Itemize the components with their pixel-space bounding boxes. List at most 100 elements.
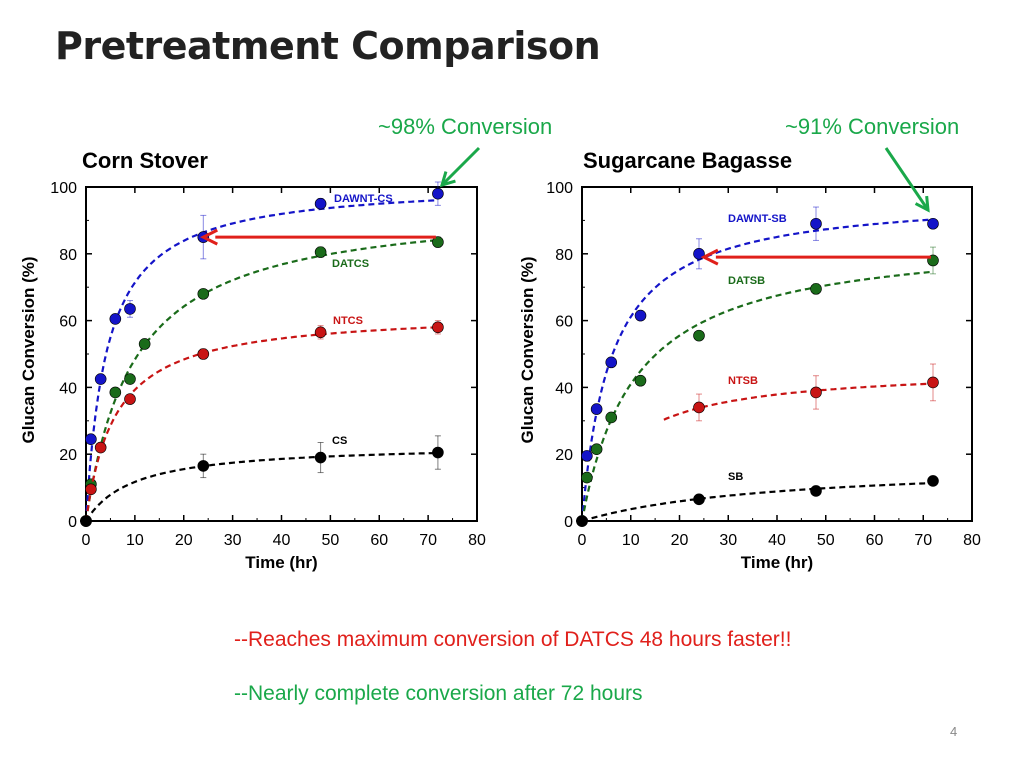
- data-point-ntsb-0: [693, 401, 705, 414]
- x-tick-label-cs-60: 60: [370, 532, 388, 549]
- x-tick-label-cs-30: 30: [224, 532, 242, 549]
- fit-curve-sb: [581, 481, 934, 523]
- data-point-datcs-2: [109, 386, 122, 399]
- data-point-ntcs-1: [85, 483, 97, 496]
- series-label-ntsb: NTSB: [728, 375, 758, 387]
- x-axis-label-cs: Time (hr): [245, 553, 317, 572]
- data-point-datsb-4: [634, 374, 647, 387]
- series-label-ntcs: NTCS: [333, 315, 363, 327]
- data-point-dawnt-sb-2: [590, 403, 603, 415]
- x-tick-label-cs-50: 50: [321, 532, 339, 549]
- data-point-dawnt-cs-7: [432, 187, 444, 200]
- fit-curve-datsb: [580, 270, 934, 522]
- data-point-sb-2: [810, 485, 822, 497]
- x-tick-label-sb-40: 40: [768, 532, 786, 549]
- chart-title-sugarcane-bagasse: Sugarcane Bagasse: [583, 148, 793, 173]
- bullet-complete: --Nearly complete conversion after 72 ho…: [234, 682, 643, 705]
- callout-corn-stover: ~98% Conversion: [378, 114, 553, 139]
- x-tick-label-cs-80: 80: [468, 532, 486, 549]
- series-label-datcs: DATCS: [332, 258, 369, 270]
- y-tick-label-cs-0: 0: [68, 514, 77, 531]
- data-point-datcs-7: [432, 236, 444, 248]
- y-tick-label-sb-0: 0: [564, 514, 573, 531]
- fit-curve-ntsb: [663, 382, 934, 421]
- data-point-sb-0: [576, 515, 588, 527]
- x-axis-label-sb: Time (hr): [741, 553, 813, 572]
- x-tick-label-sb-80: 80: [963, 532, 981, 549]
- data-point-datcs-3: [124, 373, 136, 385]
- fit-curve-ntcs: [84, 326, 438, 522]
- data-point-ntsb-1: [810, 386, 822, 399]
- time-arrow-head-cs: [199, 228, 218, 246]
- x-tick-label-cs-20: 20: [175, 532, 193, 549]
- data-point-ntcs-5: [314, 326, 327, 339]
- data-point-ntcs-3: [124, 393, 136, 405]
- time-arrow-head-sb: [700, 248, 719, 266]
- data-point-cs-2: [314, 451, 327, 464]
- data-point-datsb-5: [693, 329, 705, 342]
- x-tick-label-sb-0: 0: [578, 532, 587, 549]
- data-point-datcs-5: [197, 288, 210, 300]
- x-tick-label-cs-0: 0: [82, 532, 91, 549]
- callout-sugarcane-bagasse: ~91% Conversion: [785, 114, 960, 139]
- data-point-sb-1: [693, 493, 705, 506]
- bullet-faster: --Reaches maximum conversion of DATCS 48…: [234, 628, 792, 651]
- page-number: 4: [950, 724, 958, 739]
- x-tick-label-cs-40: 40: [273, 532, 291, 549]
- callout-arrow-1: [884, 147, 930, 211]
- data-point-datsb-2: [590, 443, 603, 455]
- series-label-dawnt-sb: DAWNT-SB: [728, 213, 787, 225]
- y-axis-label-sb: Glucan Conversion (%): [518, 256, 537, 443]
- series-label-datsb: DATSB: [728, 275, 765, 287]
- fit-curve-datcs: [84, 238, 439, 522]
- callout-arrow-0: [440, 146, 481, 187]
- y-tick-label-cs-100: 100: [50, 180, 77, 197]
- data-point-ntcs-2: [94, 441, 107, 454]
- x-tick-label-cs-10: 10: [126, 532, 144, 549]
- data-point-dawnt-sb-3: [605, 356, 618, 369]
- series-label-dawnt-cs: DAWNT-CS: [334, 193, 393, 205]
- y-axis-label-cs: Glucan Conversion (%): [19, 256, 38, 443]
- y-tick-label-sb-20: 20: [555, 447, 573, 464]
- data-point-sb-3: [927, 475, 939, 487]
- data-point-datcs-4: [138, 338, 151, 350]
- y-tick-label-sb-100: 100: [546, 180, 573, 197]
- y-tick-label-sb-80: 80: [555, 247, 573, 264]
- data-point-ntcs-4: [197, 348, 210, 360]
- data-point-cs-1: [197, 460, 210, 472]
- data-point-dawnt-sb-6: [810, 217, 822, 230]
- data-point-datsb-3: [605, 411, 618, 424]
- data-point-dawnt-sb-1: [581, 450, 593, 462]
- x-tick-label-sb-10: 10: [622, 532, 640, 549]
- data-point-ntcs-6: [432, 321, 444, 334]
- data-point-dawnt-cs-4: [124, 303, 136, 315]
- data-point-cs-0: [80, 515, 92, 527]
- chart-sugarcane-bagasse: 0 10 20 30 40 50 60 70 80 0 20 40 60 80 100 Time (hr) Gl…: [518, 180, 981, 572]
- data-point-dawnt-sb-4: [634, 309, 647, 322]
- fit-curve-dawnt-cs: [84, 199, 438, 522]
- y-tick-label-cs-40: 40: [59, 380, 77, 397]
- data-point-ntsb-2: [927, 376, 939, 389]
- data-point-dawnt-cs-1: [85, 433, 97, 445]
- series-label-cs: CS: [332, 435, 347, 447]
- y-tick-label-cs-60: 60: [59, 314, 77, 331]
- slide-title: Pretreatment Comparison: [55, 24, 601, 68]
- fit-curve-cs: [85, 451, 438, 522]
- y-tick-label-cs-80: 80: [59, 247, 77, 264]
- x-tick-label-sb-70: 70: [914, 532, 932, 549]
- series-label-sb: SB: [728, 471, 743, 483]
- callout-arrow-head-0: [439, 171, 456, 188]
- y-tick-label-cs-20: 20: [59, 447, 77, 464]
- data-point-dawnt-cs-3: [109, 313, 122, 325]
- chart-title-corn-stover: Corn Stover: [82, 148, 208, 173]
- x-tick-label-cs-70: 70: [419, 532, 437, 549]
- fit-curve-dawnt-sb: [580, 218, 934, 522]
- callout-arrows: [439, 146, 930, 213]
- callout-arrow-head-1: [914, 195, 930, 213]
- data-point-dawnt-cs-6: [314, 197, 327, 210]
- chart-corn-stover: 0 10 20 30 40 50 60 70 80 0 20 40 60 80 100 Time (hr) Gl…: [19, 180, 486, 572]
- x-tick-label-sb-20: 20: [671, 532, 689, 549]
- x-tick-label-sb-30: 30: [719, 532, 737, 549]
- data-point-dawnt-sb-7: [927, 217, 939, 230]
